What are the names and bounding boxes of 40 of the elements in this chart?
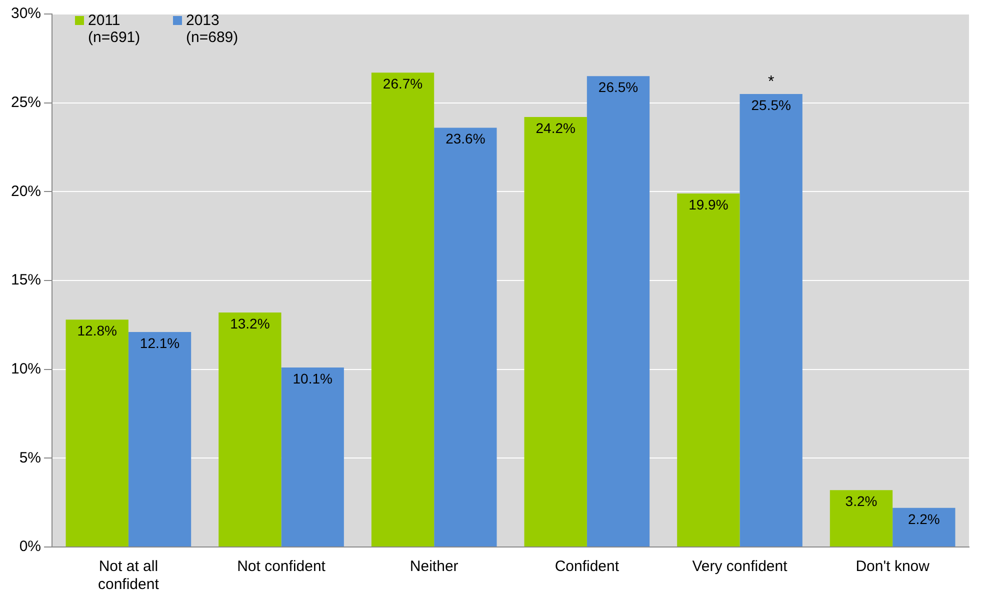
y-tick-label: 10%: [10, 360, 42, 378]
bar: [128, 332, 192, 546]
data-label: 10.1%: [292, 370, 332, 386]
data-label: 3.2%: [845, 493, 878, 510]
bar: [281, 368, 344, 546]
data-label: 12.1%: [140, 334, 180, 351]
x-tick-label: Don't know: [856, 558, 930, 576]
bar: [434, 128, 497, 546]
y-tick-label: 20%: [10, 182, 42, 200]
x-tick-label: Confident: [554, 558, 620, 576]
data-label: 2.2%: [908, 510, 940, 527]
data-label: 26.5%: [598, 79, 638, 96]
bar: [892, 508, 956, 546]
bar: [677, 193, 740, 546]
y-tick-label: 25%: [10, 94, 42, 111]
bar: [218, 312, 282, 546]
data-label: 24.2%: [536, 120, 576, 136]
data-label: 23.6%: [446, 130, 486, 147]
bar: [740, 94, 802, 546]
y-tick-label: 15%: [10, 272, 42, 289]
bar: [524, 117, 587, 546]
x-tick-label: Very confident: [692, 558, 788, 576]
legend-label: 2011 (n=691): [88, 12, 142, 46]
x-tick-label: Not at all confident: [98, 558, 160, 594]
data-label: 19.9%: [688, 196, 728, 212]
y-tick-label: 30%: [10, 5, 42, 22]
data-label: 26.7%: [382, 75, 423, 92]
bar: [371, 72, 434, 546]
annotation: *: [768, 73, 774, 90]
bar: [66, 320, 128, 546]
data-label: 13.2%: [230, 315, 270, 332]
x-tick-label: Neither: [410, 558, 458, 576]
data-label: 12.8%: [77, 322, 117, 338]
bar: [830, 490, 893, 546]
x-tick-label: Not confident: [237, 558, 326, 576]
data-label: 25.5%: [751, 96, 791, 113]
legend-label: 2013 (n=689): [186, 12, 240, 46]
bar: [586, 76, 650, 546]
y-tick-label: 5%: [19, 449, 42, 466]
y-tick-label: 0%: [19, 538, 42, 556]
